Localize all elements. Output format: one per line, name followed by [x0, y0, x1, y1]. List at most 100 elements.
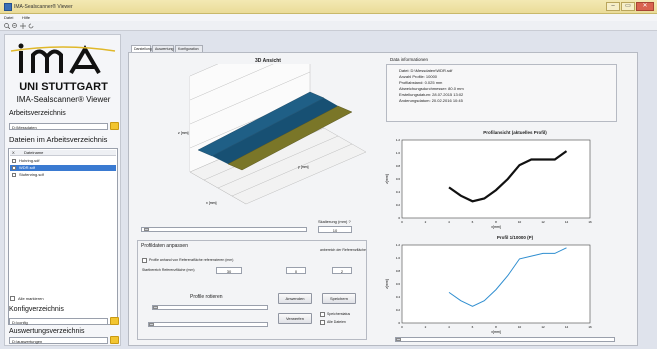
plot-top-xtick: 6 [472, 220, 474, 224]
slider-thumb[interactable] [144, 228, 149, 231]
plot3d-xlabel: x [mm] [206, 201, 217, 205]
plot-top-title: Profilansicht (aktuelles Profil) [483, 130, 547, 135]
plot-bottom-ylabel: z[mm] [385, 279, 389, 289]
zoom-in-icon[interactable] [4, 23, 10, 29]
distance-label: Startbereich Referenzfläche (mm) [142, 268, 195, 272]
distance-field[interactable]: 30 [216, 267, 242, 274]
tab-konfiguration[interactable]: Konfiguration [175, 45, 203, 53]
file-checkbox[interactable] [12, 166, 16, 170]
plot-bottom-xtick: 6 [472, 325, 474, 329]
tab-auswertung[interactable]: Auswertung [152, 45, 174, 53]
zoom-out-icon[interactable] [12, 23, 18, 29]
maximize-button[interactable]: ▭ [621, 2, 635, 11]
reference-label: Profile anhand von Referenzfläche refere… [149, 258, 234, 262]
files-label: Dateien im Arbeitsverzeichnis [9, 135, 108, 144]
pan-icon[interactable] [20, 23, 26, 29]
profile-slider[interactable] [395, 337, 615, 342]
plot-bottom-xtick: 8 [495, 325, 497, 329]
save-status-checkbox[interactable] [320, 312, 325, 317]
plot-top-xtick: 0 [401, 220, 403, 224]
all-files-checkbox[interactable] [320, 320, 325, 325]
list-item[interactable]: Hohring.sdf [10, 158, 116, 164]
plot-top-series [448, 150, 568, 203]
eval-field[interactable]: D:\auswertungen [9, 337, 108, 344]
save-button[interactable]: Speichern [322, 293, 356, 304]
config-label: Konfigverzeichnis [9, 306, 64, 313]
close-button[interactable]: ✕ [636, 2, 654, 11]
plot-top-xtick: 12 [541, 220, 545, 224]
plot-top-axes [401, 139, 591, 219]
plot-bottom[interactable]: 0 2 4 6 8 10 12 14 16 1.2 1.0 0.8 0.6 0.4 0.2 0 x[mm] z… [380, 241, 594, 336]
scale-field[interactable]: 10 [318, 226, 352, 233]
datainfo-box: Datei: D:\Messdaten\WDR.sdf Anzahl Profi… [386, 64, 617, 122]
plot-bottom-xtick: 14 [565, 325, 569, 329]
surface-blue-side [212, 98, 338, 164]
eval-label: Auswertungsverzeichnis [9, 328, 85, 335]
left-panel: UNI STUTTGART IMA-Sealscanner® Viewer Ar… [4, 34, 121, 346]
file-list[interactable]: X Dateiname Hohring.sdf WDR.sdf Stufenri… [8, 148, 118, 325]
datainfo-title: Data informationen [390, 57, 429, 62]
info-line: Profilabstand: 0.025 mm [399, 80, 443, 85]
plot3d-view[interactable]: z [mm] x [mm] y [mm] [138, 64, 368, 219]
reset-button[interactable]: Verwerfen [278, 313, 312, 324]
menu-bar: Datei Hilfe [0, 14, 657, 21]
range-from-field[interactable]: 0 [286, 267, 306, 274]
header-check: X [12, 150, 15, 155]
scale-label: Skalierung (mm) ? [318, 219, 351, 224]
range-to-field[interactable]: 2 [332, 267, 352, 274]
rotate-slider-2[interactable] [148, 322, 268, 327]
plot-bottom-xtick: 10 [518, 325, 522, 329]
reference-checkbox[interactable] [142, 258, 147, 263]
tab-darstellung[interactable]: Darstellung [131, 45, 152, 53]
rotate-label: Profile rotieren [190, 294, 223, 300]
plot-bottom-axes [401, 244, 591, 324]
plot-top[interactable]: 0 2 4 6 8 10 12 14 16 1.2 1.0 0.8 0.6 0.4 0.2 0 x[mm] z… [380, 136, 594, 231]
profile-group [137, 240, 367, 340]
info-line: Erstellungsdatum: 28.07.2015 13:02 [399, 92, 464, 97]
list-item[interactable]: WDR.sdf [10, 165, 116, 171]
rotate-slider-1[interactable] [152, 305, 268, 310]
plot-bottom-xtick: 2 [425, 325, 427, 329]
slider-thumb[interactable] [396, 338, 401, 341]
profile-group-title: Profildaten anpassen [141, 243, 188, 249]
plot-bottom-ytick: 0 [398, 321, 400, 325]
scale-slider[interactable] [141, 227, 307, 232]
folder-icon[interactable] [110, 122, 119, 130]
info-line: Abweichungsdurchmesser: 80.0 mm [399, 86, 464, 91]
plot-top-ytick: 0.6 [396, 177, 401, 181]
folder-icon[interactable] [110, 317, 119, 325]
select-all-checkbox[interactable] [10, 296, 15, 301]
list-item[interactable]: Stufenring.sdf [10, 172, 116, 178]
select-all-label: Alle markieren [18, 296, 44, 301]
rotate-icon[interactable] [28, 23, 34, 29]
config-field[interactable]: D:\config [9, 318, 108, 325]
workdir-field[interactable]: D:\Messdaten [9, 123, 108, 130]
file-checkbox[interactable] [12, 173, 16, 177]
plot-top-ytick: 0.2 [396, 203, 401, 207]
menu-item-datei[interactable]: Datei [4, 15, 14, 20]
plot-bottom-xtick: 0 [401, 325, 403, 329]
plot-bottom-ytick: 0.4 [396, 295, 401, 299]
menu-item-hilfe[interactable]: Hilfe [22, 15, 31, 20]
plot-top-ytick: 0.4 [396, 190, 401, 194]
all-files-label: Alle Dateien [327, 320, 346, 324]
plot-top-ylabel: z[mm] [385, 174, 389, 184]
file-checkbox[interactable] [12, 159, 16, 163]
minimize-button[interactable]: – [606, 2, 620, 11]
plot-bottom-xtick: 16 [588, 325, 592, 329]
range-header: anbereich der Referenzfläche [320, 248, 366, 252]
surface-olive [227, 105, 353, 171]
apply-button[interactable]: Anwenden [278, 293, 312, 304]
plot-top-ytick: 1.0 [396, 151, 401, 155]
slider-thumb[interactable] [149, 323, 154, 326]
product-name: IMA-Sealscanner® Viewer [16, 95, 111, 104]
plot-bottom-ytick: 0.8 [396, 269, 401, 273]
plot-top-xtick: 16 [588, 220, 592, 224]
folder-icon[interactable] [110, 336, 119, 344]
header-filename: Dateiname [24, 150, 44, 155]
plot-bottom-ytick: 0.6 [396, 282, 401, 286]
slider-thumb[interactable] [153, 306, 158, 309]
plot-bottom-xtick: 12 [541, 325, 545, 329]
plot-top-xtick: 14 [565, 220, 569, 224]
plot-top-ytick: 0.8 [396, 164, 401, 168]
